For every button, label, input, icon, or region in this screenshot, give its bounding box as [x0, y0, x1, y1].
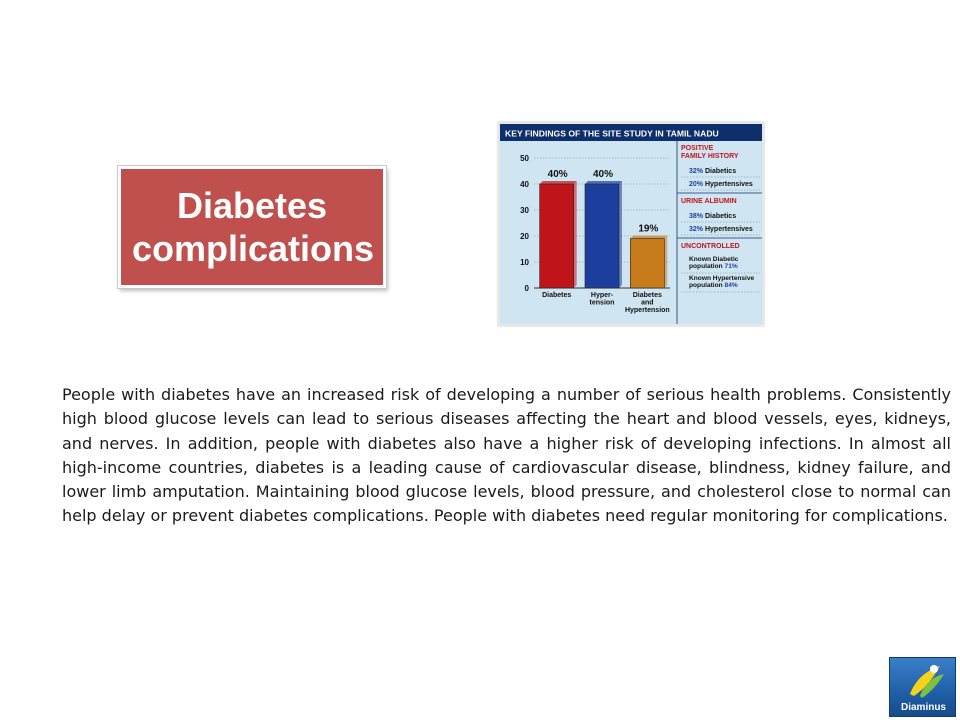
bar-value-label: 40%: [593, 169, 613, 180]
bar: [539, 183, 574, 289]
panel-row-label: population: [689, 282, 725, 289]
diaminus-logo: Diaminus: [889, 657, 956, 717]
bar-side: [619, 181, 622, 288]
x-category-label: Diabetes and Hypertension: [625, 292, 670, 314]
panel-row: 38% Diabetics: [689, 213, 736, 220]
bar: [584, 183, 620, 289]
bar-value-label: 40%: [548, 169, 568, 180]
panel-row: population 71%: [689, 263, 738, 270]
panel-row-pct: 32%: [689, 168, 705, 175]
chart-header-band: [500, 124, 762, 141]
x-category-label-line: Hyper-: [591, 292, 614, 299]
x-category-label: Hyper-tension: [590, 292, 615, 307]
body-paragraph: People with diabetes have an increased r…: [62, 385, 951, 526]
x-category-label: Diabetes: [542, 292, 571, 299]
panel-row-pct: 32%: [689, 226, 705, 233]
panel-heading: URINE ALBUMIN: [681, 198, 737, 205]
panel-row-pct: 38%: [689, 213, 705, 220]
panel-row: population 84%: [689, 282, 738, 289]
panel-row: 20% Hypertensives: [689, 181, 753, 188]
bar-value-label: 19%: [638, 224, 658, 235]
panel-row-pct: 84%: [725, 282, 738, 289]
y-tick-label: 10: [520, 258, 529, 267]
bar-side: [664, 235, 668, 288]
panel-row-label: population: [689, 263, 725, 270]
logo-wordmark: Diaminus: [900, 702, 946, 713]
panel-row-pct: 20%: [689, 181, 705, 188]
panel-heading: FAMILY HISTORY: [681, 153, 739, 160]
panel-row-label: Diabetics: [705, 213, 736, 220]
x-category-label-line: Hypertension: [625, 307, 670, 314]
panel-row-label: Hypertensives: [705, 181, 753, 188]
key-findings-infographic: KEY FINDINGS OF THE SITE STUDY IN TAMIL …: [498, 122, 764, 326]
leaf-figure-icon: [910, 665, 944, 698]
x-category-label-line: tension: [590, 300, 615, 307]
panel-row-label: Diabetics: [705, 168, 736, 175]
y-tick-label: 50: [520, 154, 529, 163]
panel-heading: UNCONTROLLED: [681, 243, 740, 250]
bar-top: [539, 181, 577, 184]
panel-row: 32% Hypertensives: [689, 226, 753, 233]
bar-top: [630, 235, 668, 239]
panel-row-label: Hypertensives: [705, 226, 753, 233]
slide-title-box: Diabetes complications: [118, 166, 386, 288]
bar-top: [585, 181, 622, 184]
panel-heading: POSITIVE: [681, 145, 714, 152]
bar: [630, 238, 665, 289]
x-category-label-line: and: [641, 300, 653, 307]
y-tick-label: 30: [520, 206, 529, 215]
x-category-label-line: Diabetes: [633, 292, 662, 299]
chart-title: KEY FINDINGS OF THE SITE STUDY IN TAMIL …: [505, 129, 719, 139]
key-findings-chart: KEY FINDINGS OF THE SITE STUDY IN TAMIL …: [500, 124, 762, 324]
plot-area: 0 10 20 30 40 50 40% 40% 19% Diabetes Hyper-tensio…: [520, 154, 670, 314]
y-tick-label: 0: [525, 284, 530, 293]
panel-row-pct: 71%: [725, 263, 738, 270]
y-tick-label: 20: [520, 232, 529, 241]
panel-row-label: Known Diabetic: [689, 256, 739, 263]
slide-title: Diabetes complications: [132, 185, 375, 269]
y-tick-label: 40: [520, 180, 529, 189]
bar-side: [573, 181, 577, 288]
panel-row-label: Known Hypertensive: [689, 275, 755, 282]
x-category-label-line: Diabetes: [542, 292, 571, 299]
panel-row: 32% Diabetics: [689, 168, 736, 175]
